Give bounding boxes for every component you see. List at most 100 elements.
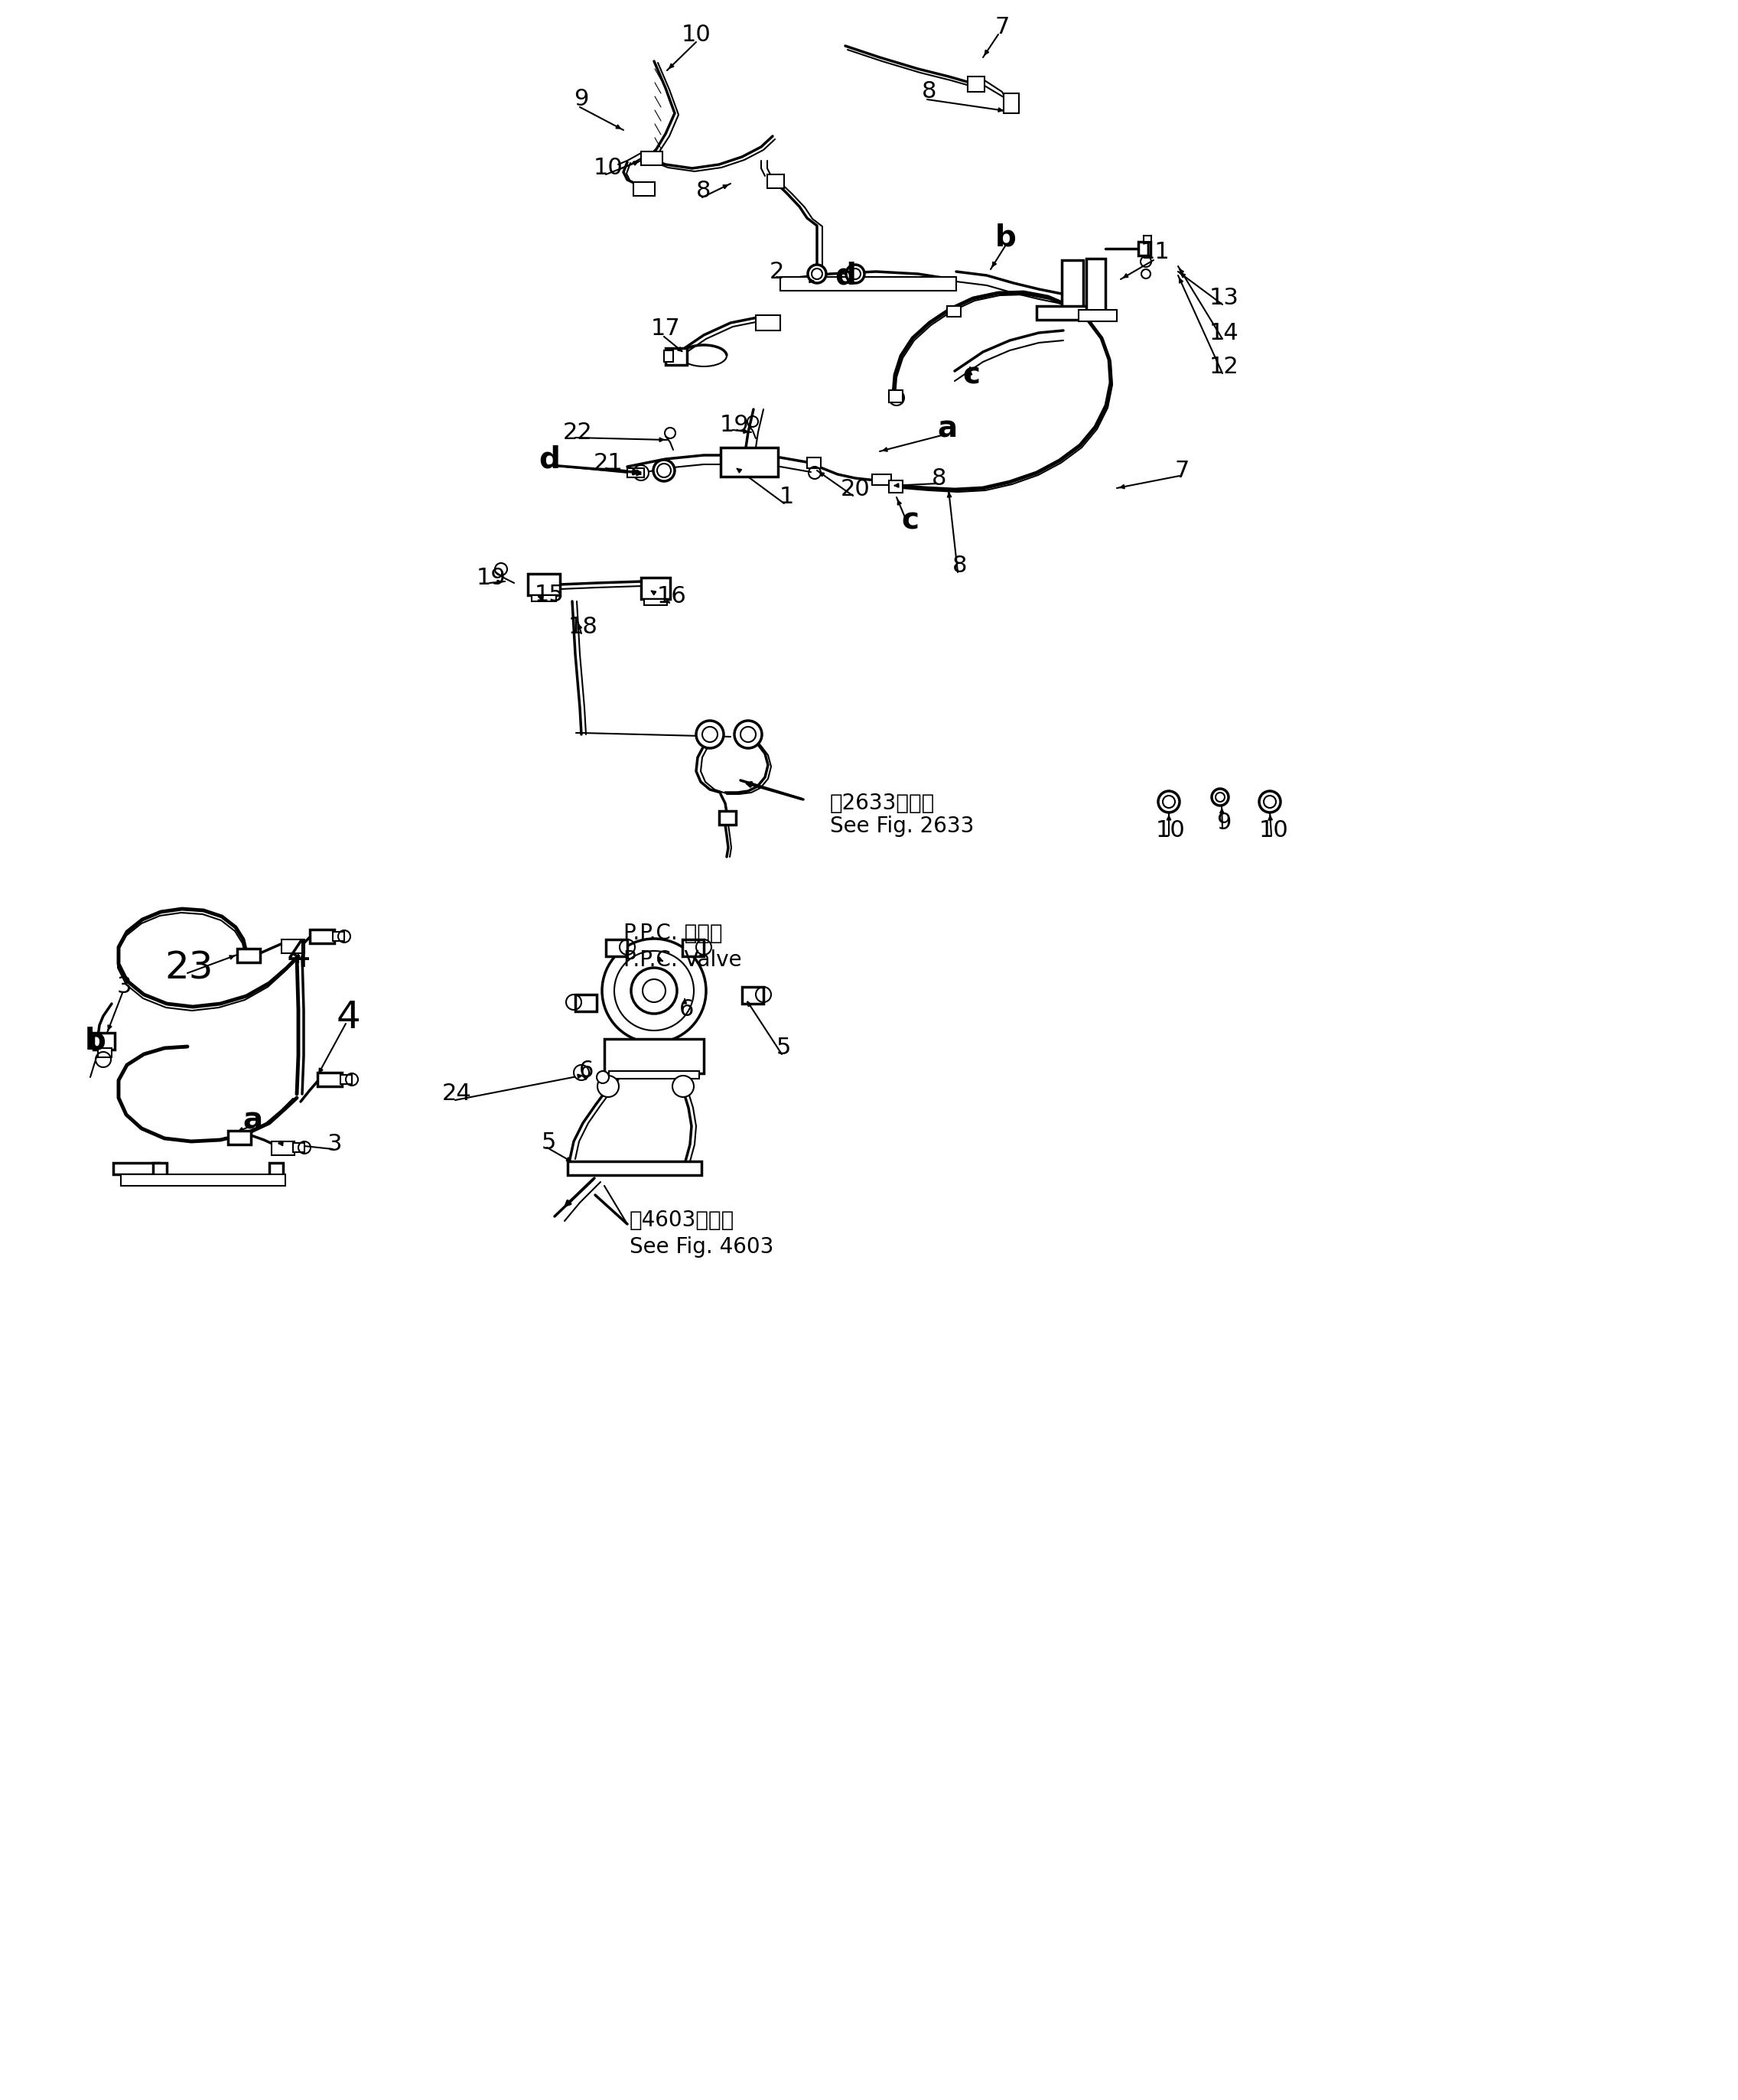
Text: b: b — [85, 1027, 106, 1054]
Text: 18: 18 — [568, 615, 598, 638]
Circle shape — [850, 269, 860, 279]
Circle shape — [631, 968, 678, 1014]
Bar — [318, 1073, 342, 1086]
Text: See Fig. 2633: See Fig. 2633 — [831, 815, 973, 838]
Bar — [1138, 242, 1151, 256]
Text: 4: 4 — [335, 1000, 360, 1035]
Text: 10: 10 — [593, 158, 622, 178]
Text: 16: 16 — [657, 586, 687, 607]
Bar — [605, 1040, 704, 1073]
Text: 10: 10 — [1258, 819, 1288, 842]
Text: 3: 3 — [327, 1132, 342, 1155]
Bar — [608, 1071, 699, 1079]
Bar — [766, 174, 784, 189]
Circle shape — [1211, 790, 1229, 806]
Text: P.P.C. バルブ: P.P.C. バルブ — [624, 922, 723, 945]
Circle shape — [846, 265, 864, 284]
Circle shape — [643, 979, 666, 1002]
Text: 6: 6 — [579, 1060, 594, 1082]
Text: a: a — [937, 414, 958, 443]
Text: 第2633図参照: 第2633図参照 — [831, 792, 935, 815]
Bar — [94, 1033, 115, 1050]
Bar — [664, 351, 673, 361]
Circle shape — [653, 460, 674, 481]
Bar — [641, 151, 662, 166]
Text: 23: 23 — [165, 949, 214, 987]
Bar — [568, 1161, 702, 1176]
Text: 1: 1 — [779, 487, 794, 508]
Text: 5: 5 — [541, 1132, 556, 1153]
Text: 第4603図参照: 第4603図参照 — [629, 1210, 735, 1231]
Text: 8: 8 — [921, 80, 937, 103]
Bar — [528, 573, 560, 594]
Text: d: d — [834, 260, 855, 290]
Bar — [888, 481, 902, 493]
Text: 7: 7 — [994, 15, 1010, 38]
Circle shape — [697, 720, 723, 748]
Text: 2: 2 — [768, 260, 784, 284]
Text: 19: 19 — [476, 567, 506, 588]
Circle shape — [657, 464, 671, 477]
Bar — [236, 949, 261, 962]
Bar — [575, 995, 596, 1012]
Circle shape — [633, 464, 648, 481]
Circle shape — [601, 939, 706, 1044]
Bar — [1036, 307, 1098, 319]
Circle shape — [812, 269, 822, 279]
Text: c: c — [902, 506, 919, 536]
Bar — [720, 811, 735, 825]
Bar — [1003, 92, 1018, 113]
Circle shape — [808, 265, 826, 284]
Bar — [271, 1142, 294, 1155]
Text: 5: 5 — [775, 1037, 791, 1058]
Text: a: a — [242, 1107, 262, 1136]
Text: 19: 19 — [720, 414, 749, 435]
Bar — [341, 1075, 351, 1084]
Bar — [122, 1174, 285, 1186]
Bar — [294, 1142, 304, 1153]
Text: 4: 4 — [287, 939, 311, 974]
Bar — [627, 468, 645, 477]
Bar — [1062, 260, 1083, 313]
Text: 9: 9 — [574, 88, 589, 111]
Bar — [780, 277, 956, 290]
Bar — [97, 1048, 111, 1056]
Bar — [721, 447, 779, 477]
Text: See Fig. 4603: See Fig. 4603 — [629, 1237, 773, 1258]
Text: 24: 24 — [441, 1084, 471, 1105]
Text: 10: 10 — [1156, 819, 1185, 842]
Bar — [228, 1130, 250, 1144]
Bar — [641, 578, 671, 598]
Text: 7: 7 — [1175, 460, 1189, 481]
Text: 14: 14 — [1210, 321, 1239, 344]
Bar — [888, 391, 902, 403]
Bar — [607, 939, 627, 956]
Text: 9: 9 — [1217, 811, 1231, 834]
Bar — [633, 183, 655, 195]
Bar — [947, 307, 961, 317]
Text: 8: 8 — [952, 554, 968, 578]
Bar — [666, 349, 687, 365]
Text: 11: 11 — [1140, 242, 1170, 265]
Circle shape — [596, 1071, 608, 1084]
Bar — [742, 987, 763, 1004]
Text: 17: 17 — [650, 317, 680, 340]
Bar — [282, 939, 304, 953]
Text: 12: 12 — [1210, 357, 1239, 378]
Circle shape — [740, 727, 756, 741]
Circle shape — [598, 1075, 619, 1096]
Bar — [872, 475, 892, 485]
Text: 3: 3 — [116, 976, 132, 997]
Circle shape — [1158, 792, 1180, 813]
Text: c: c — [963, 361, 980, 388]
Bar — [756, 315, 780, 330]
Text: 20: 20 — [841, 479, 871, 500]
Text: 8: 8 — [932, 466, 947, 489]
Bar — [309, 930, 334, 943]
Circle shape — [614, 951, 693, 1031]
Circle shape — [1258, 792, 1281, 813]
Circle shape — [735, 720, 761, 748]
Bar — [113, 1163, 160, 1174]
Text: 13: 13 — [1210, 288, 1239, 309]
Text: b: b — [996, 223, 1017, 252]
